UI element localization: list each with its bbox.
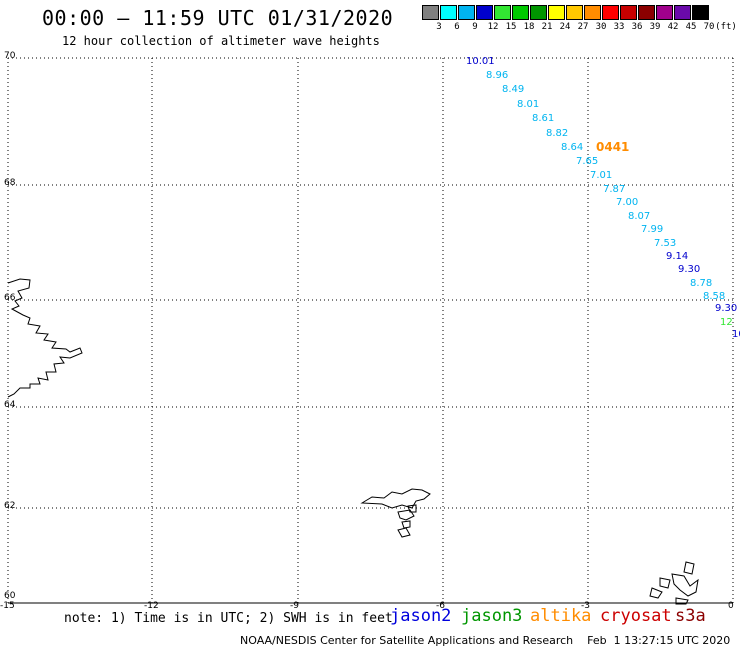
scale-swatch: [512, 5, 529, 20]
wave-height-value: 10: [732, 329, 740, 340]
scale-swatch: [422, 5, 439, 20]
map-grid: [7, 57, 734, 603]
scale-swatch: [656, 5, 673, 20]
satellite-label-jason2: jason2: [390, 606, 452, 626]
satellite-label-jason3: jason3: [461, 606, 523, 626]
wave-height-value: 7.65: [576, 156, 598, 167]
scale-label: 33: [613, 22, 625, 32]
credit-line: NOAA/NESDIS Center for Satellite Applica…: [240, 634, 731, 647]
scale-swatch: [494, 5, 511, 20]
scale-label: 6: [454, 22, 460, 32]
scale-swatch: [458, 5, 475, 20]
scale-label: 18: [523, 22, 535, 32]
wave-height-value: 12: [720, 317, 733, 328]
scale-label: 3: [436, 22, 442, 32]
wave-height-value: 8.07: [628, 211, 650, 222]
wave-height-value: 8.01: [517, 99, 539, 110]
satellite-label-cryosat: cryosat: [600, 606, 672, 626]
lon-label: -12: [144, 601, 159, 611]
scale-label: 70: [703, 22, 715, 32]
wave-height-value: 9.14: [666, 251, 688, 262]
scale-label: 30: [595, 22, 607, 32]
scale-swatch: [602, 5, 619, 20]
scale-label: 9: [472, 22, 478, 32]
lon-label: -6: [436, 601, 445, 611]
scale-label: 12: [487, 22, 499, 32]
wave-height-value: 7.53: [654, 238, 676, 249]
scale-swatch: [566, 5, 583, 20]
wave-height-value: 9.30: [715, 303, 737, 314]
wave-height-value: 8.58: [703, 291, 725, 302]
lat-label: 60: [4, 591, 16, 601]
wave-height-value: 10.01: [466, 56, 495, 67]
lat-label: 68: [4, 178, 16, 188]
wave-height-value: 8.96: [486, 70, 508, 81]
scale-swatch: [620, 5, 637, 20]
wave-height-value: 7.99: [641, 224, 663, 235]
lon-label: -9: [290, 601, 299, 611]
footnote: note: 1) Time is in UTC; 2) SWH is in fe…: [64, 611, 393, 626]
scale-label: 39: [649, 22, 661, 32]
wave-height-value: 8.78: [690, 278, 712, 289]
lon-label: -15: [0, 601, 15, 611]
wave-height-value: 8.49: [502, 84, 524, 95]
scale-label: 45: [685, 22, 697, 32]
wave-height-color-scale: 3 6 9 12 15 18 21 24 27 30 33 36 39 42 4…: [422, 5, 740, 35]
wave-height-value: 8.64: [561, 142, 583, 153]
scale-swatch: [638, 5, 655, 20]
map-subtitle: 12 hour collection of altimeter wave hei…: [62, 34, 380, 48]
scale-swatch: [440, 5, 457, 20]
wave-height-value: 7.01: [590, 170, 612, 181]
scale-swatch: [530, 5, 547, 20]
satellite-label-altika: altika: [530, 606, 592, 626]
lon-label: -3: [581, 601, 590, 611]
shetland-islands: [649, 561, 699, 605]
scale-swatch: [548, 5, 565, 20]
map-title: 00:00 — 11:59 UTC 01/31/2020: [42, 6, 394, 30]
scale-label: 42: [667, 22, 679, 32]
wave-height-value: 8.82: [546, 128, 568, 139]
scale-label: 24: [559, 22, 571, 32]
wave-height-value: 7.87: [603, 184, 625, 195]
lat-label: 64: [4, 400, 16, 410]
scale-unit: (ft): [715, 22, 737, 32]
scale-swatch: [476, 5, 493, 20]
wave-height-value: 7.00: [616, 197, 638, 208]
scale-swatch: [584, 5, 601, 20]
scale-label: 21: [541, 22, 553, 32]
scale-label: 27: [577, 22, 589, 32]
scale-swatch: [674, 5, 691, 20]
lat-label: 62: [4, 501, 16, 511]
satellite-label-s3a: s3a: [675, 606, 706, 626]
wave-height-value: 8.61: [532, 113, 554, 124]
iceland-coastline: [7, 278, 83, 398]
altimeter-track: 10.01 8.96 8.49 8.01 8.61 8.82 8.64 7.65 7.01 7.8…: [466, 56, 740, 340]
scale-label: 15: [505, 22, 517, 32]
lat-label: 66: [4, 293, 16, 303]
wave-height-value: 9.30: [678, 264, 700, 275]
pass-time-label: 0441: [596, 140, 629, 154]
scale-swatch: [692, 5, 709, 20]
lat-label: 70: [4, 51, 16, 61]
lon-label: 0: [728, 601, 734, 611]
scale-label: 36: [631, 22, 643, 32]
faroe-islands: [360, 488, 431, 538]
